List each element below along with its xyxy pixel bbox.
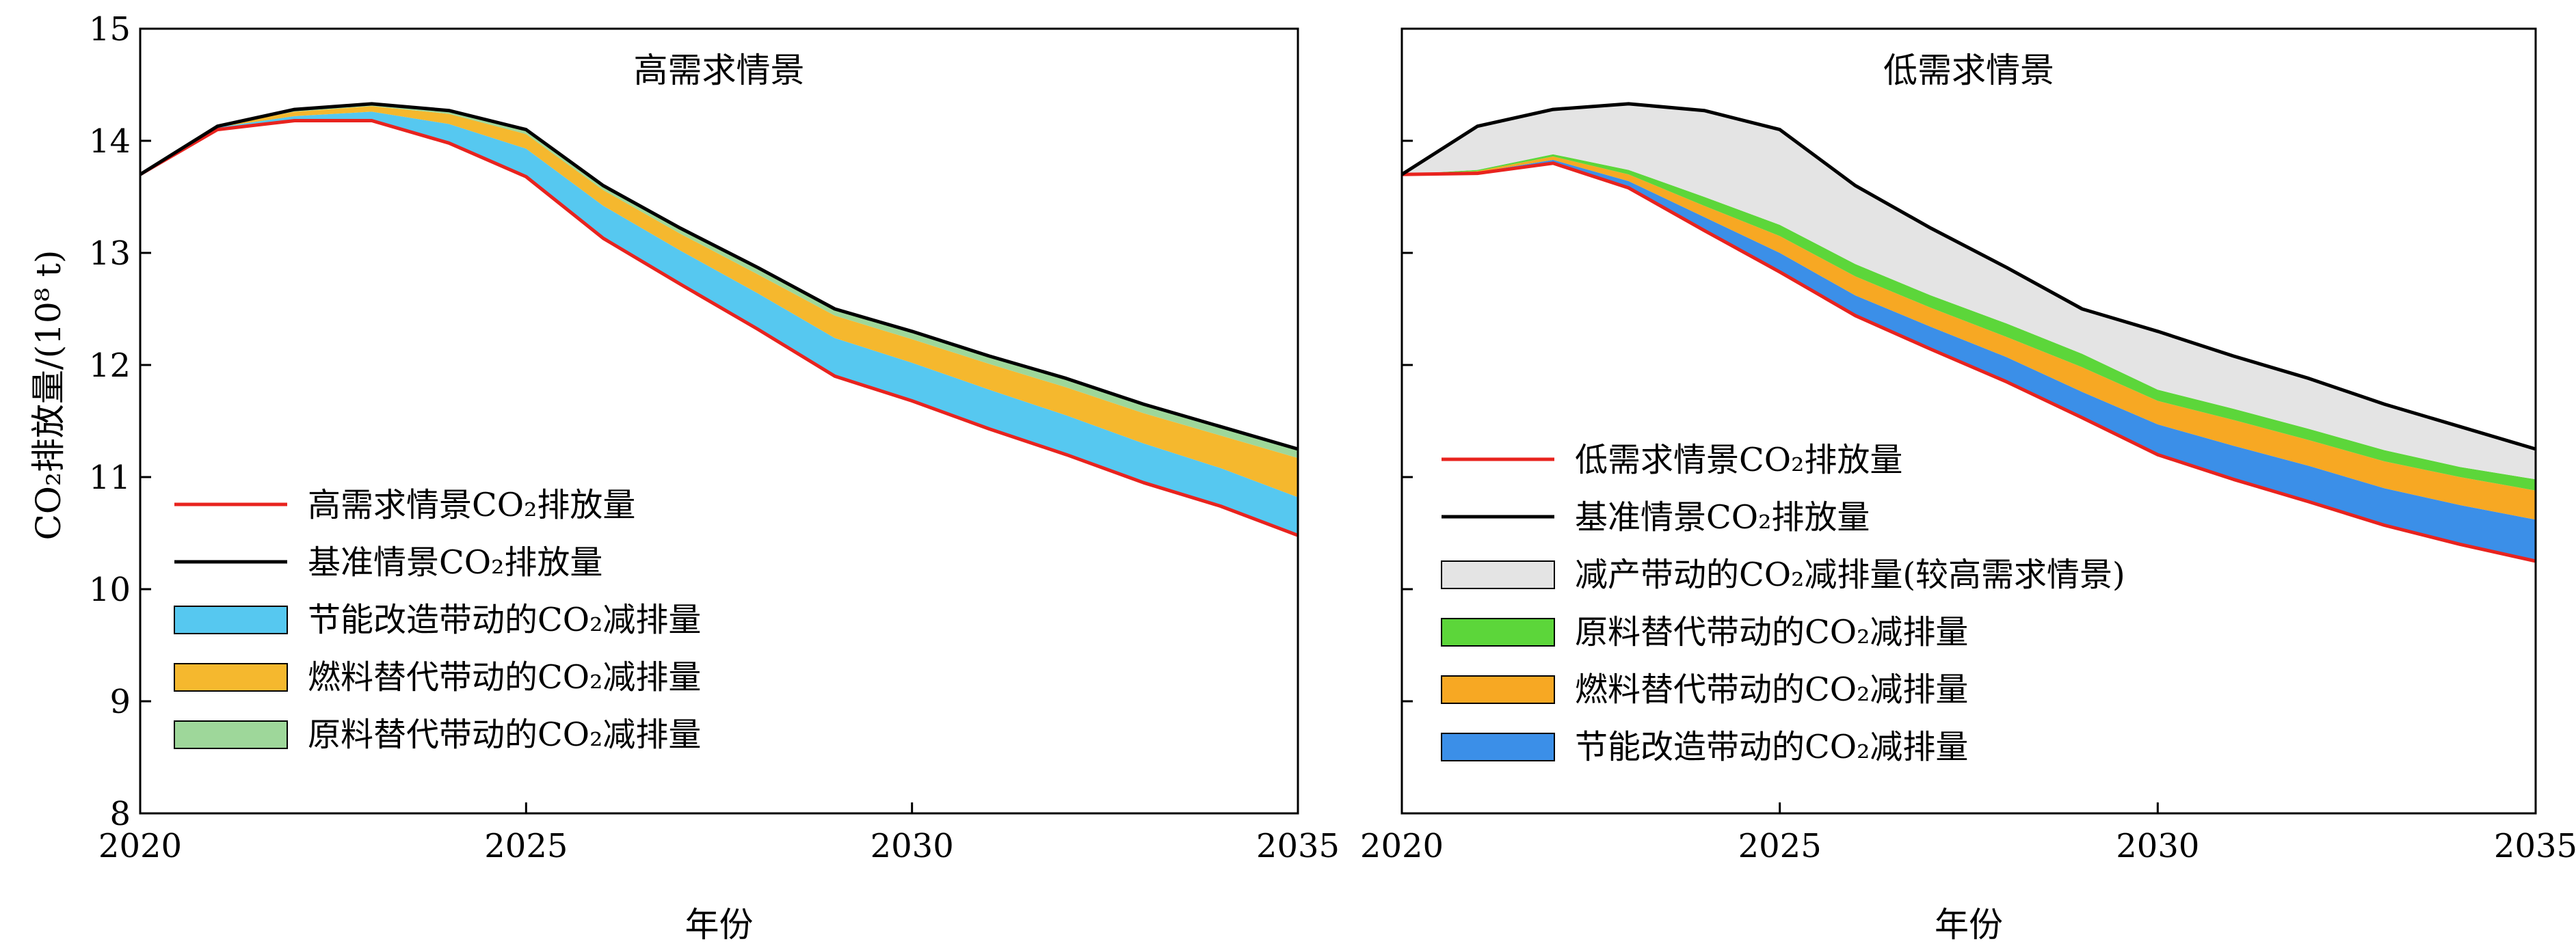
y-axis-label: CO₂排放量/(10⁸ t) [29,250,68,541]
legend-swatch-box [1441,733,1555,761]
legend-swatch-box [1441,675,1555,704]
y-tick-label: 14 [89,122,131,161]
legend-label: 高需求情景CO₂排放量 [308,486,635,524]
x-tick-label: 2030 [2116,827,2199,865]
plot-frame [139,27,1299,815]
x-tick-label: 2025 [484,827,568,865]
legend-label: 减产带动的CO₂减排量(较高需求情景) [1575,556,2125,594]
legend: 低需求情景CO₂排放量基准情景CO₂排放量减产带动的CO₂减排量(较高需求情景)… [1441,441,2125,766]
chart-title: 低需求情景 [1883,51,2054,90]
legend-label: 基准情景CO₂排放量 [308,543,602,582]
legend-swatch-box [174,663,288,692]
line-0 [139,119,1299,537]
legend-label: 原料替代带动的CO₂减排量 [308,716,701,754]
legend-swatch-box [174,720,288,749]
band-1 [1402,157,2536,520]
line-0 [1401,161,2536,563]
y-tick-label: 15 [89,10,131,49]
x-tick-label: 2025 [1738,827,1822,865]
band-2 [140,103,1298,459]
y-tick-label: 13 [89,234,131,273]
x-tick-label: 2035 [2494,827,2576,865]
y-tick-label: 10 [89,571,131,609]
y-tick-label: 9 [109,683,131,721]
x-axis-label: 年份 [685,905,754,945]
legend-label: 节能改造带动的CO₂减排量 [308,601,701,639]
legend-label: 燃料替代带动的CO₂减排量 [308,658,701,696]
legend-label: 低需求情景CO₂排放量 [1575,441,1902,479]
legend: 高需求情景CO₂排放量基准情景CO₂排放量节能改造带动的CO₂减排量燃料替代带动… [174,486,701,754]
x-tick-label: 2020 [1360,827,1444,865]
band-0 [1402,159,2536,561]
x-tick-label: 2030 [871,827,954,865]
legend-swatch-box [1441,560,1555,589]
plot-frame [1400,27,2537,815]
legend-label: 基准情景CO₂排放量 [1575,498,1870,537]
y-tick-label: 12 [89,347,131,385]
band-0 [140,111,1298,536]
y-tick-label: 11 [89,459,131,497]
legend-swatch-box [1441,618,1555,647]
band-3 [1402,103,2536,480]
x-tick-label: 2035 [1256,827,1340,865]
legend-swatch-box [174,606,288,634]
x-tick-label: 2020 [98,827,182,865]
line-1 [139,102,1299,451]
legend-label: 原料替代带动的CO₂减排量 [1575,613,1968,651]
y-tick-label: 8 [109,795,131,833]
line-1 [1400,102,2536,451]
legend-label: 燃料替代带动的CO₂减排量 [1575,671,1968,709]
chart-title: 高需求情景 [634,51,805,90]
x-axis-label: 年份 [1935,905,2003,945]
legend-label: 节能改造带动的CO₂减排量 [1575,728,1968,766]
